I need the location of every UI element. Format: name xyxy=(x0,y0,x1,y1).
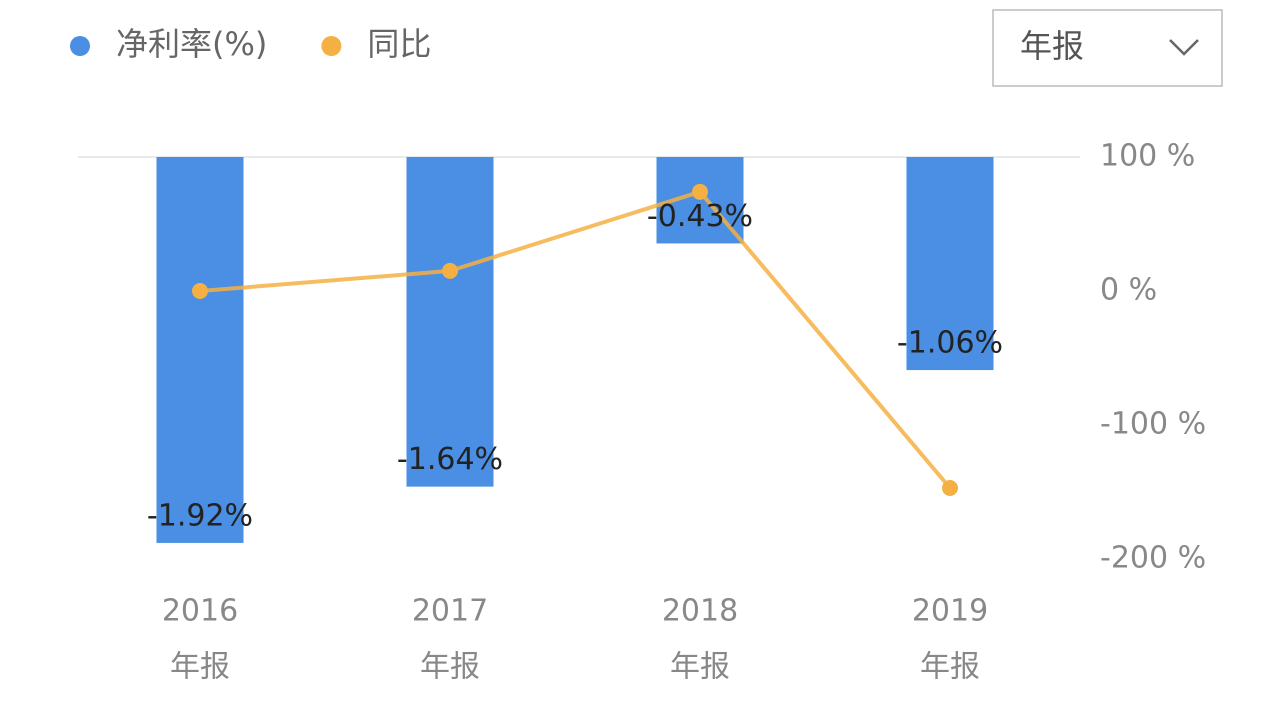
bar xyxy=(406,157,494,487)
legend-label: 净利率(%) xyxy=(116,25,267,63)
legend-marker xyxy=(321,36,342,56)
x-tick-label: 年报 xyxy=(920,650,980,685)
x-tick-label: 年报 xyxy=(420,650,480,685)
dropdown-box[interactable] xyxy=(992,9,1223,87)
dropdown[interactable]: 年报 xyxy=(992,9,1223,87)
x-tick-label: 2018 xyxy=(662,594,738,629)
line-point xyxy=(942,479,958,496)
data-label: -0.43% xyxy=(647,199,753,234)
x-tick-label: 年报 xyxy=(670,650,730,685)
data-label: -1.06% xyxy=(897,326,1003,361)
data-label: -1.64% xyxy=(397,442,503,477)
line-point xyxy=(192,283,208,299)
y2-tick-label: 0 % xyxy=(1100,273,1157,308)
line-point xyxy=(442,262,458,279)
legend-label: 同比 xyxy=(367,25,431,63)
data-label: -1.92% xyxy=(147,498,253,533)
dropdown-label[interactable]: 年报 xyxy=(1020,27,1084,65)
x-tick-label: 2017 xyxy=(412,594,488,629)
dropdown-chevron[interactable] xyxy=(1169,39,1199,56)
bar xyxy=(156,157,244,543)
x-tick-label: 2016 xyxy=(162,594,238,629)
y2-tick-label: 100 % xyxy=(1100,139,1195,174)
y2-tick-label: -200 % xyxy=(1100,541,1206,576)
line xyxy=(199,189,952,490)
bar xyxy=(906,157,994,371)
legend-marker xyxy=(70,36,90,56)
x-tick-label: 2019 xyxy=(912,594,988,629)
line-point xyxy=(692,183,708,200)
x-tick-label: 年报 xyxy=(170,650,230,685)
y2-tick-label: -100 % xyxy=(1100,407,1206,442)
